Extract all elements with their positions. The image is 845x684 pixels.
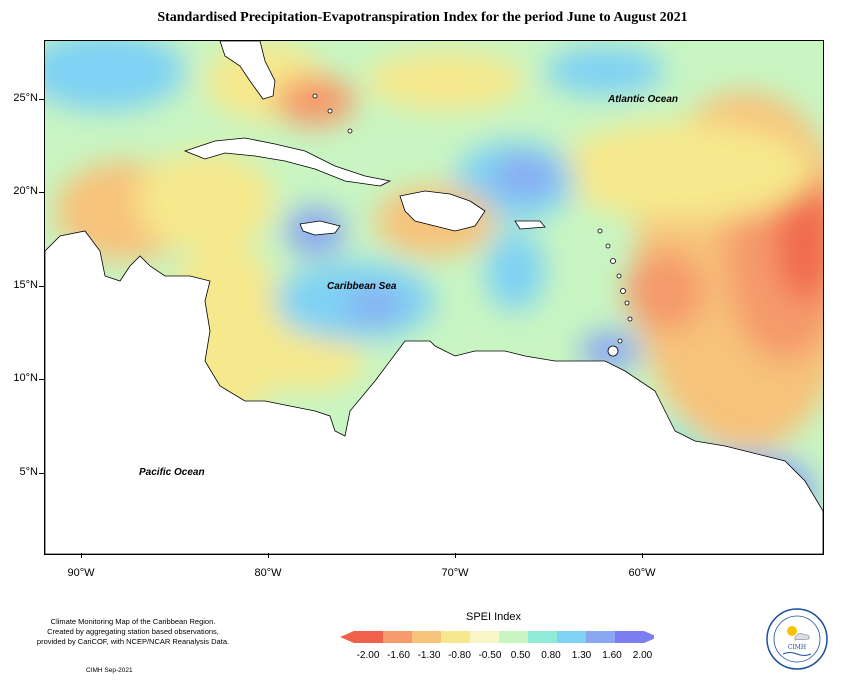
lat-tick-mark bbox=[39, 99, 44, 100]
legend-label: -1.30 bbox=[417, 650, 441, 661]
spei-map: Atlantic Ocean Caribbean Sea Pacific Oce… bbox=[44, 40, 824, 555]
wave-icon bbox=[782, 652, 812, 656]
cloud-icon bbox=[794, 633, 810, 641]
land-masses bbox=[45, 41, 823, 554]
lon-tick-60w: 60°W bbox=[628, 567, 656, 579]
legend-arrow-right bbox=[644, 631, 654, 643]
lat-tick-5n: 5°N bbox=[19, 466, 38, 478]
map-title: Standardised Precipitation-Evapotranspir… bbox=[157, 10, 688, 25]
lat-tick-mark bbox=[39, 379, 44, 380]
credits-text: Climate Monitoring Map of the Caribbean … bbox=[18, 617, 248, 647]
legend-label: 1.60 bbox=[602, 650, 622, 661]
legend-swatch bbox=[470, 631, 499, 643]
credits-line-3: provided by CariCOF, with NCEP/NCAR Rean… bbox=[36, 637, 230, 646]
map-canvas bbox=[45, 41, 823, 554]
legend-swatch bbox=[354, 631, 383, 643]
legend-swatch bbox=[528, 631, 557, 643]
legend-swatch bbox=[441, 631, 470, 643]
lesser-antilles bbox=[312, 93, 633, 357]
credits-line-2: Created by aggregating station based obs… bbox=[47, 627, 219, 636]
legend-colorbar bbox=[340, 631, 654, 643]
logo-text: CIMH bbox=[788, 644, 806, 651]
lat-tick-25n: 25°N bbox=[13, 92, 38, 104]
legend-label: 1.30 bbox=[571, 650, 592, 661]
lat-tick-15n: 15°N bbox=[13, 279, 38, 291]
legend-swatch bbox=[557, 631, 586, 643]
legend-label: 2.00 bbox=[632, 650, 653, 661]
lon-tick-mark bbox=[642, 553, 643, 558]
lat-tick-10n: 10°N bbox=[13, 372, 38, 384]
cimh-date: CIMH Sep-2021 bbox=[86, 667, 133, 674]
label-atlantic: Atlantic Ocean bbox=[608, 94, 679, 105]
lat-tick-20n: 20°N bbox=[13, 185, 38, 197]
legend-label: -0.50 bbox=[478, 650, 502, 661]
legend-label: 0.50 bbox=[510, 650, 531, 661]
lon-tick-70w: 70°W bbox=[441, 567, 469, 579]
legend-label: -1.60 bbox=[387, 650, 410, 661]
cimh-logo: CIMH bbox=[766, 608, 828, 670]
lat-tick-mark bbox=[39, 286, 44, 287]
lon-tick-mark bbox=[455, 553, 456, 558]
legend-swatch bbox=[499, 631, 528, 643]
lat-tick-mark bbox=[39, 192, 44, 193]
lon-tick-mark bbox=[268, 553, 269, 558]
label-caribbean: Caribbean Sea bbox=[327, 281, 397, 292]
legend-swatch bbox=[615, 631, 644, 643]
legend-label: -0.80 bbox=[448, 650, 471, 661]
legend-swatch bbox=[383, 631, 412, 643]
lon-tick-90w: 90°W bbox=[67, 567, 95, 579]
legend-swatch bbox=[586, 631, 615, 643]
legend-label: 0.80 bbox=[541, 650, 561, 661]
credits-line-1: Climate Monitoring Map of the Caribbean … bbox=[50, 617, 216, 626]
sun-icon bbox=[787, 626, 797, 636]
legend-swatch bbox=[412, 631, 441, 643]
legend-label: -2.00 bbox=[356, 650, 380, 661]
label-pacific: Pacific Ocean bbox=[139, 467, 205, 478]
legend-arrow-left bbox=[340, 631, 354, 643]
lon-tick-80w: 80°W bbox=[254, 567, 282, 579]
lon-tick-mark bbox=[81, 553, 82, 558]
legend-title: SPEI Index bbox=[466, 611, 522, 623]
lat-tick-mark bbox=[39, 473, 44, 474]
